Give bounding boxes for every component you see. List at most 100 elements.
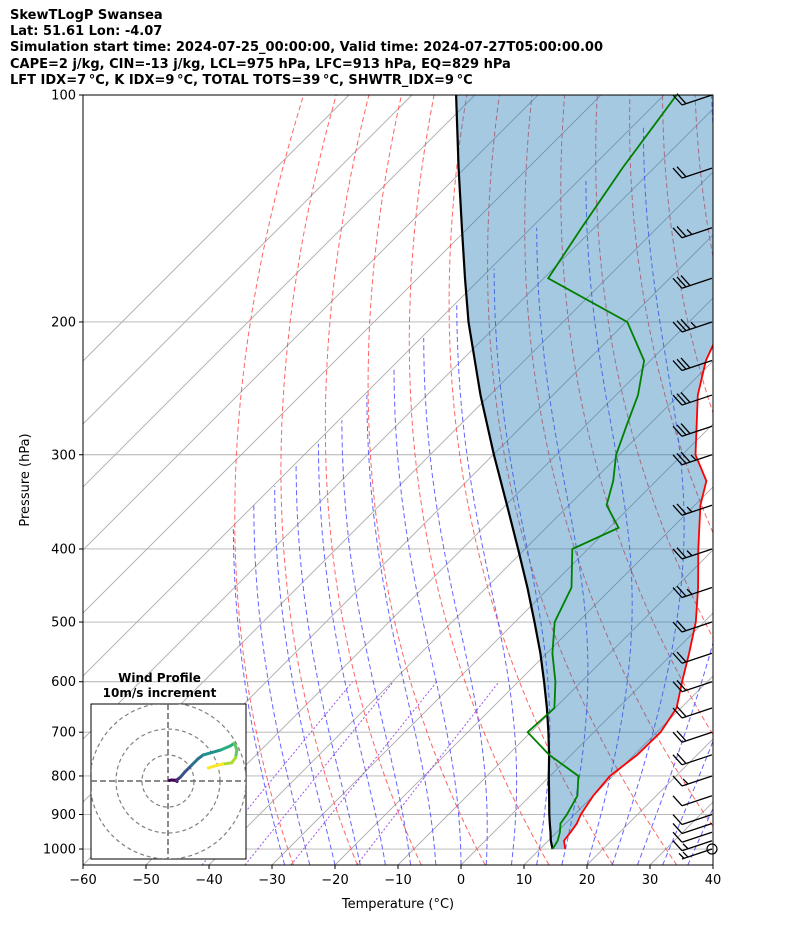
barb-flag-long bbox=[672, 504, 683, 516]
moist-adiabat bbox=[423, 337, 488, 865]
dry-adiabat bbox=[367, 95, 486, 865]
barb-flag-long bbox=[676, 585, 687, 597]
barb-flag-long bbox=[672, 795, 683, 807]
isotherm-gridline bbox=[523, 675, 713, 865]
barb-staff bbox=[681, 548, 713, 560]
x-tick-label: −30 bbox=[258, 873, 285, 888]
barb-flag-long bbox=[680, 423, 691, 435]
moist-adiabat bbox=[274, 486, 336, 865]
barb-staff bbox=[681, 227, 713, 239]
axes: −60 −50 −40 −30 −20 −10 0 10 20 30 40 1000 900 800 700… bbox=[18, 89, 721, 913]
y-tick-label: 300 bbox=[51, 448, 76, 463]
barb-staff bbox=[681, 321, 713, 333]
isotherm-gridline bbox=[271, 423, 713, 865]
barb-staff bbox=[681, 840, 713, 852]
isotherm-gridline bbox=[83, 95, 350, 362]
moist-adiabat bbox=[341, 420, 412, 865]
moist-adiabat bbox=[366, 395, 437, 865]
moist-adiabat bbox=[493, 268, 551, 865]
parcel-profile-line bbox=[455, 95, 554, 850]
moist-adiabat bbox=[585, 180, 633, 865]
barb-staff bbox=[681, 652, 713, 664]
barb-flag-long bbox=[676, 547, 687, 559]
barb-flag-short bbox=[686, 588, 693, 595]
isotherm-gridline bbox=[712, 864, 713, 865]
wind-barb bbox=[672, 840, 713, 852]
barb-flag-short bbox=[686, 506, 693, 513]
barb-flag-long bbox=[672, 823, 683, 834]
barb-staff bbox=[681, 775, 713, 787]
barb-staff bbox=[681, 707, 713, 719]
moist-adiabat bbox=[687, 807, 713, 865]
hodograph-segment bbox=[219, 744, 232, 752]
dry-adiabat bbox=[694, 95, 713, 260]
moist-adiabat bbox=[295, 465, 361, 865]
y-tick-label: 800 bbox=[51, 769, 76, 784]
wind-barb bbox=[672, 620, 713, 633]
barb-flag-long bbox=[680, 357, 691, 369]
barb-flag-short bbox=[690, 454, 697, 461]
moist-adiabat bbox=[317, 443, 386, 865]
barb-staff bbox=[681, 795, 713, 807]
barb-flag-long bbox=[676, 393, 687, 405]
wind-barb bbox=[672, 423, 713, 437]
x-tick-label: 40 bbox=[705, 873, 722, 888]
barb-flag-long bbox=[672, 707, 683, 719]
barb-flag-long bbox=[676, 226, 687, 237]
dry-adiabat bbox=[324, 95, 422, 865]
wind-barb bbox=[672, 318, 713, 333]
x-tick-label: −50 bbox=[132, 873, 159, 888]
barb-flag-long bbox=[676, 620, 687, 632]
wind-barb bbox=[672, 547, 713, 560]
barb-staff bbox=[681, 586, 713, 599]
hodograph-segment bbox=[183, 763, 193, 774]
calm-wind-circle bbox=[706, 843, 718, 855]
wind-barb bbox=[672, 730, 713, 743]
barb-flag-long bbox=[676, 320, 687, 332]
x-tick-label: −40 bbox=[195, 873, 222, 888]
barb-staff bbox=[681, 681, 713, 693]
barb-flag-short bbox=[686, 228, 693, 235]
moist-adiabat bbox=[611, 126, 685, 865]
wind-barb bbox=[672, 753, 713, 766]
cape-area bbox=[456, 95, 713, 849]
wind-barb bbox=[672, 166, 713, 179]
inset-title: Wind Profile bbox=[118, 671, 201, 685]
hodograph-segment bbox=[210, 748, 223, 754]
wind-barb bbox=[672, 275, 713, 289]
barb-staff bbox=[681, 754, 713, 766]
wind-barb bbox=[672, 706, 713, 719]
barb-staff bbox=[681, 359, 713, 372]
isotherm-gridline bbox=[145, 297, 713, 865]
title-indices-1: CAPE=2 j/kg, CIN=-13 j/kg, LCL=975 hPa, … bbox=[10, 56, 511, 72]
barb-flag-long bbox=[676, 503, 687, 515]
barb-flag-long bbox=[672, 840, 683, 852]
dry-adiabat bbox=[408, 95, 550, 865]
x-tick-label: 30 bbox=[642, 873, 659, 888]
barb-flag-short bbox=[682, 851, 689, 858]
inset-subtitle: 10m/s increment bbox=[103, 686, 217, 700]
barb-flag-long bbox=[672, 94, 683, 106]
barb-flag-long bbox=[676, 706, 687, 718]
barb-staff bbox=[681, 813, 713, 826]
x-tick-label: 20 bbox=[579, 873, 596, 888]
temperature-line bbox=[563, 343, 713, 850]
x-tick-label: −20 bbox=[321, 873, 348, 888]
moist-adiabat bbox=[662, 739, 713, 865]
barb-flag-long bbox=[676, 730, 687, 742]
dry-adiabat bbox=[448, 95, 614, 865]
moist-adiabat bbox=[536, 227, 589, 865]
barb-staff bbox=[681, 731, 713, 743]
x-axis-label: Temperature (°C) bbox=[341, 897, 454, 912]
inset-plot bbox=[91, 704, 246, 859]
y-tick-label: 900 bbox=[51, 808, 76, 823]
dry-adiabat bbox=[662, 95, 713, 415]
barb-flag-long bbox=[672, 321, 683, 333]
barb-flag-long bbox=[676, 452, 687, 464]
x-tick-label: −10 bbox=[384, 873, 411, 888]
barb-staff bbox=[681, 504, 713, 516]
barb-flag-short bbox=[678, 852, 685, 859]
isotherm-gridline bbox=[83, 95, 476, 488]
wind-barb bbox=[672, 451, 713, 466]
